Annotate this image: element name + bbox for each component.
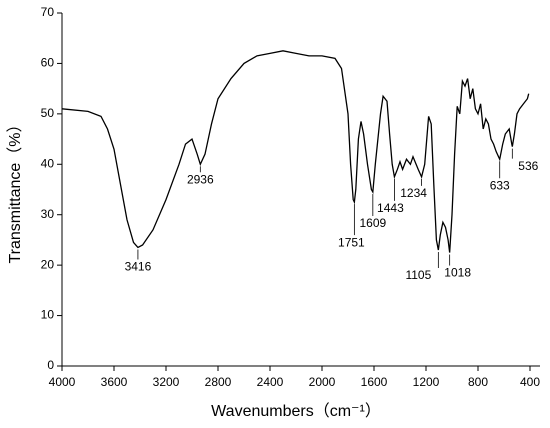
x-tick-label: 2400 [257,375,284,389]
x-tick-label: 1600 [361,375,388,389]
x-tick-label: 3200 [153,375,180,389]
y-tick-label: 70 [41,5,55,19]
peak-label: 1234 [400,186,427,200]
y-tick-label: 0 [47,358,54,372]
x-tick-label: 400 [520,375,540,389]
peak-label: 1018 [444,266,471,280]
x-axis-title: Wavenumbers（cm⁻¹） [211,402,381,420]
y-tick-label: 50 [41,106,55,120]
peak-label: 1751 [338,235,365,249]
y-axis-title: Transmittance（%） [6,116,24,263]
peak-label: 2936 [187,172,214,186]
x-tick-label: 800 [468,375,488,389]
y-tick-label: 60 [41,56,55,70]
x-tick-label: 1200 [413,375,440,389]
peak-label: 3416 [125,260,152,274]
x-tick-label: 3600 [101,375,128,389]
x-tick-label: 4000 [49,375,76,389]
peak-label: 633 [490,178,510,192]
peak-label: 536 [518,159,538,173]
spectrum-line [61,50,530,253]
peak-label: 1443 [377,201,404,215]
peak-label: 1105 [405,268,431,282]
x-tick-label: 2000 [309,375,336,389]
peak-label: 1609 [359,216,386,230]
y-tick-label: 10 [41,308,55,322]
y-tick-label: 20 [41,257,55,271]
y-tick-label: 40 [41,156,55,170]
y-tick-label: 30 [41,207,55,221]
x-tick-label: 2800 [205,375,232,389]
